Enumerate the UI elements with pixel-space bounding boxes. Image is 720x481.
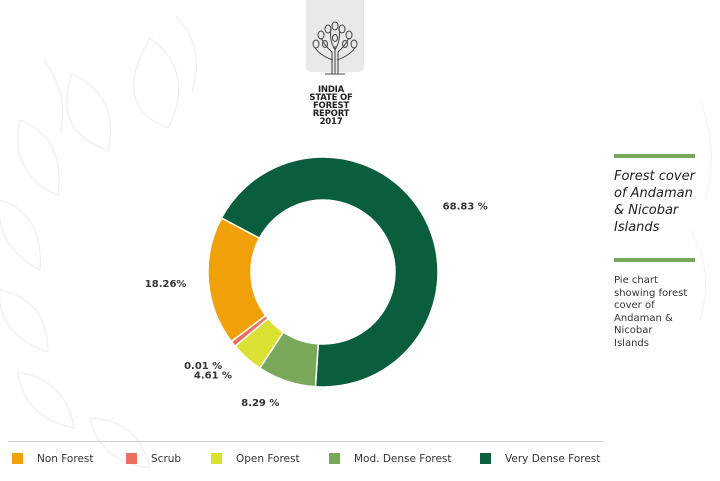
logo-line: 2017	[319, 117, 343, 127]
legend-swatch	[12, 453, 23, 464]
legend-swatch	[211, 453, 222, 464]
data-label-very-dense-forest: 68.83 %	[443, 201, 488, 212]
data-label-non-forest: 18.26%	[145, 279, 187, 290]
caption-line: cover of	[614, 300, 655, 311]
data-label-open-forest: 4.61 %	[194, 370, 232, 381]
data-label-scrub: 0.01 %	[184, 361, 222, 372]
legend-swatch	[480, 453, 491, 464]
legend-label: Mod. Dense Forest	[354, 453, 452, 465]
logo-line: INDIA	[317, 85, 345, 95]
legend-swatch	[126, 453, 137, 464]
title-line: Islands	[614, 220, 660, 235]
data-label-mod-dense-forest: 8.29 %	[241, 398, 279, 409]
logo-wordmark: INDIA STATE OF FOREST REPORT 2017	[298, 85, 364, 127]
tree-logo-icon	[312, 21, 358, 75]
logo-line: FOREST	[312, 101, 350, 111]
caption-line: Andaman &	[614, 312, 673, 324]
slice-non-forest	[207, 216, 267, 343]
chart-title: Forest cover of Andaman & Nicobar Island…	[614, 168, 714, 236]
logo-line: STATE OF	[309, 93, 353, 103]
caption-line: Nicobar	[614, 325, 653, 336]
title-line: of Andaman	[614, 186, 693, 201]
panel-divider-top	[614, 154, 695, 158]
panel-divider-bottom	[614, 258, 695, 262]
legend-swatch	[329, 453, 340, 464]
slice-very-dense-forest	[220, 156, 439, 388]
logo-line: REPORT	[312, 109, 350, 119]
legend-divider	[8, 441, 604, 442]
legend-label: Scrub	[151, 453, 182, 465]
chart-caption: Pie chart showing forest cover of Andama…	[614, 275, 714, 350]
caption-line: showing forest	[614, 287, 688, 299]
caption-line: Islands	[614, 337, 649, 349]
title-line: & Nicobar	[614, 203, 679, 218]
title-line: Forest cover	[614, 169, 695, 184]
caption-line: Pie chart	[614, 275, 658, 286]
legend-label: Non Forest	[37, 453, 94, 465]
legend-label: Open Forest	[236, 453, 300, 465]
legend-label: Very Dense Forest	[505, 453, 601, 465]
